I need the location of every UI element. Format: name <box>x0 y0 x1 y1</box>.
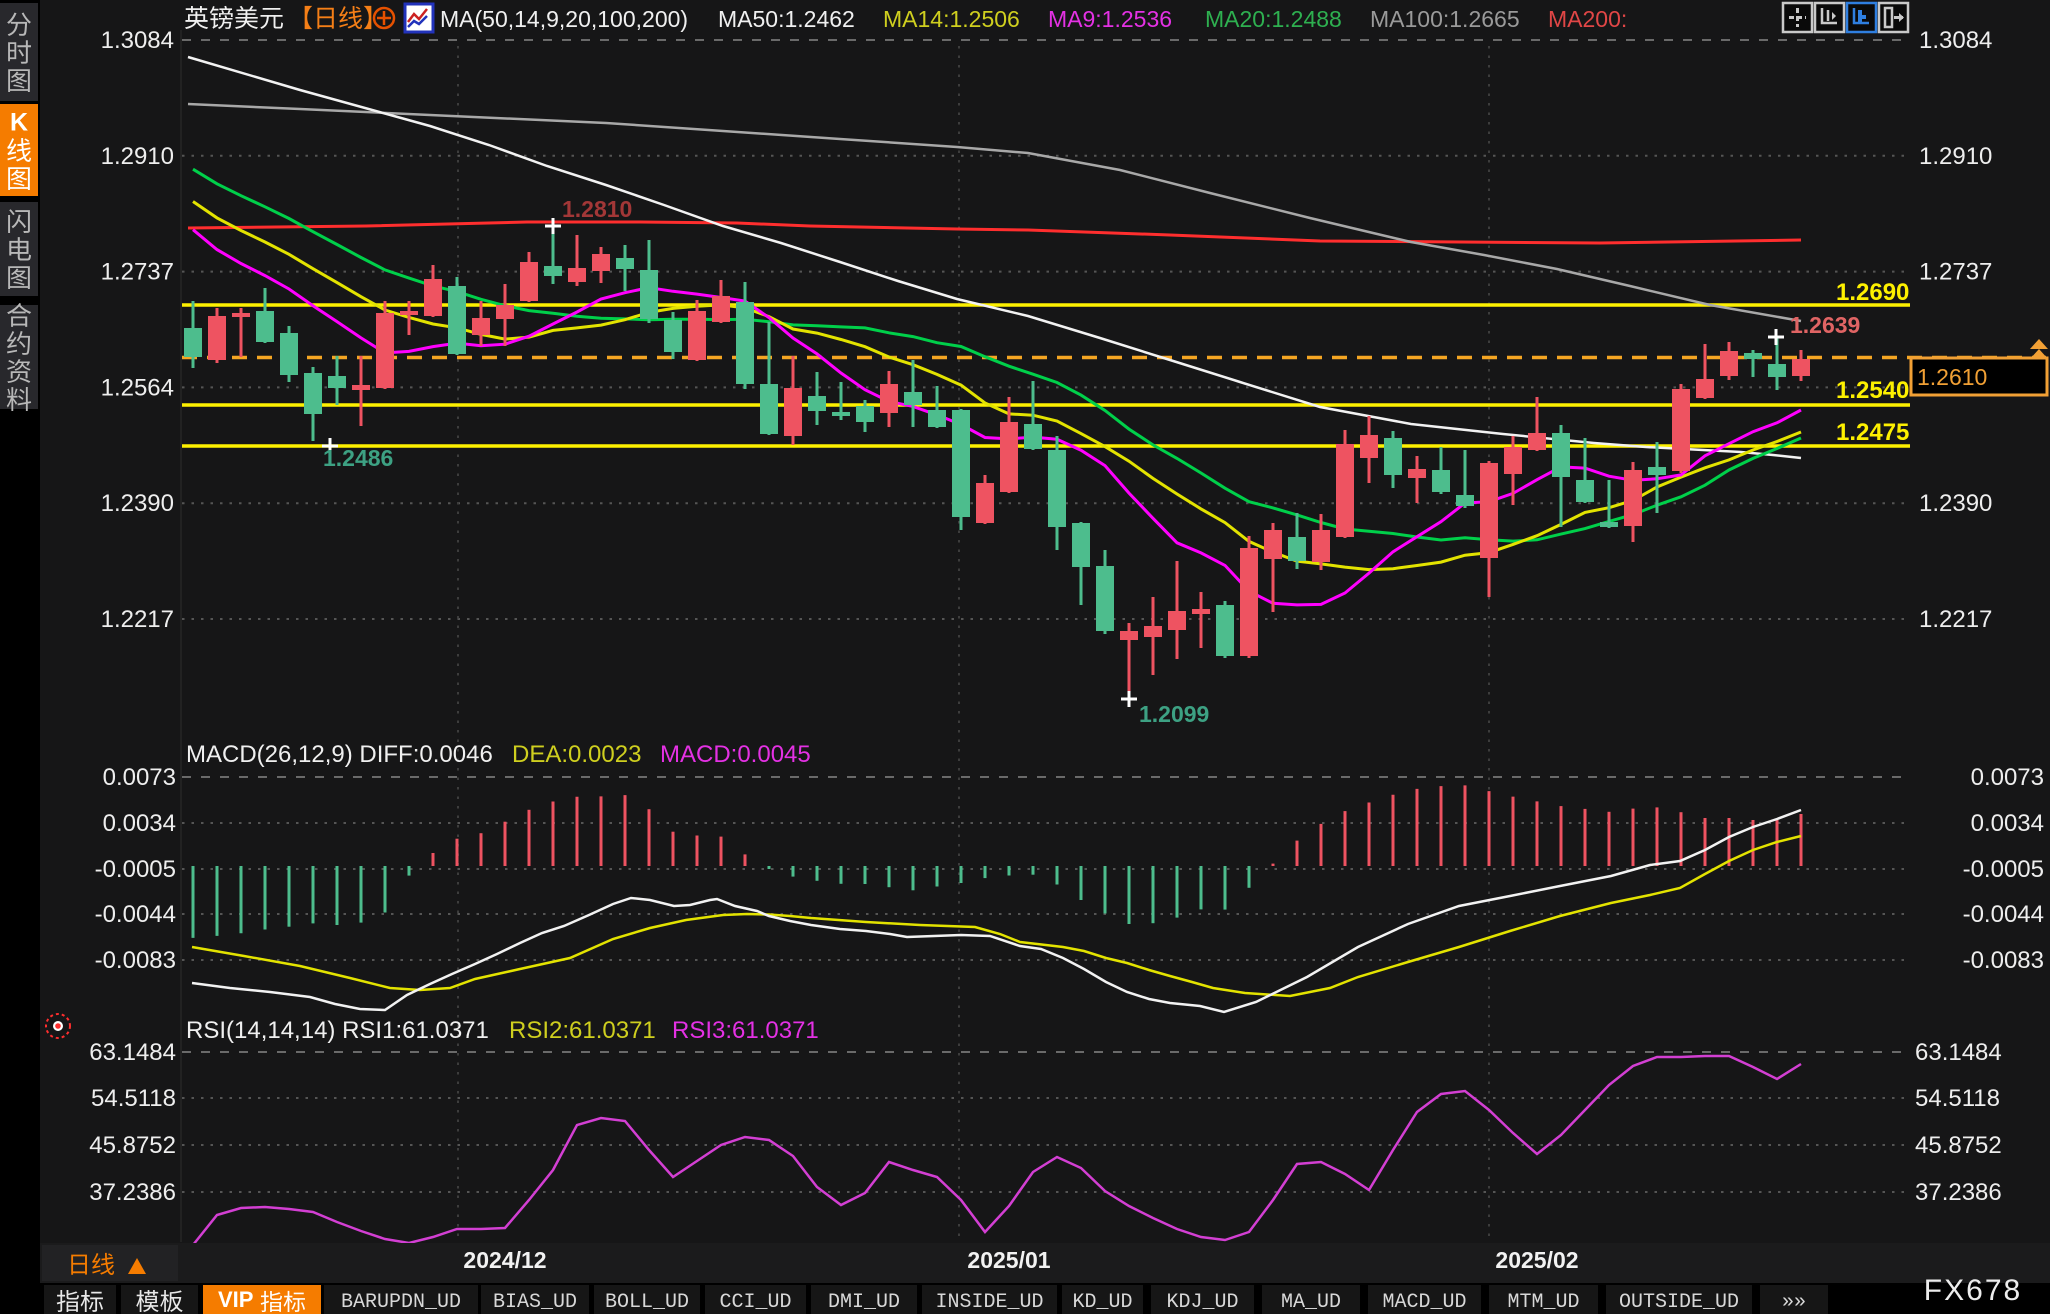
svg-text:1.2610: 1.2610 <box>1917 364 1987 390</box>
svg-text:MACD(26,12,9) DIFF:0.0046: MACD(26,12,9) DIFF:0.0046 <box>186 741 493 768</box>
svg-text:KD_UD: KD_UD <box>1072 1291 1132 1314</box>
svg-text:1.2564: 1.2564 <box>101 374 174 401</box>
svg-text:BIAS_UD: BIAS_UD <box>493 1291 577 1314</box>
svg-text:RSI(14,14,14) RSI1:61.0371: RSI(14,14,14) RSI1:61.0371 <box>186 1017 489 1044</box>
svg-text:MA20:1.2488: MA20:1.2488 <box>1205 6 1342 32</box>
svg-text:MTM_UD: MTM_UD <box>1507 1291 1579 1314</box>
svg-text:63.1484: 63.1484 <box>89 1039 176 1066</box>
svg-text:1.2390: 1.2390 <box>101 490 174 517</box>
svg-text:BOLL_UD: BOLL_UD <box>605 1291 689 1314</box>
svg-text:MACD_UD: MACD_UD <box>1382 1291 1466 1314</box>
svg-text:DEA:0.0023: DEA:0.0023 <box>512 741 641 768</box>
svg-text:1.2910: 1.2910 <box>1919 143 1992 170</box>
svg-text:1.2486: 1.2486 <box>323 445 393 471</box>
svg-text:INSIDE_UD: INSIDE_UD <box>935 1291 1043 1314</box>
svg-text:1.2737: 1.2737 <box>101 259 174 286</box>
svg-text:1.2737: 1.2737 <box>1919 259 1992 286</box>
svg-text:MA200:: MA200: <box>1548 6 1627 32</box>
svg-text:1.3084: 1.3084 <box>1919 27 1992 54</box>
svg-text:»»: »» <box>1782 1291 1806 1314</box>
svg-text:MA9:1.2536: MA9:1.2536 <box>1048 6 1172 32</box>
svg-text:-0.0044: -0.0044 <box>1963 901 2044 928</box>
svg-text:1.2099: 1.2099 <box>1139 701 1209 727</box>
svg-text:45.8752: 45.8752 <box>89 1132 176 1159</box>
svg-text:0.0073: 0.0073 <box>1971 764 2044 791</box>
svg-text:MA50:1.2462: MA50:1.2462 <box>718 6 855 32</box>
svg-text:RSI3:61.0371: RSI3:61.0371 <box>672 1017 819 1044</box>
svg-text:0.0034: 0.0034 <box>1971 810 2044 837</box>
svg-text:-0.0005: -0.0005 <box>95 856 176 883</box>
svg-text:OUTSIDE_UD: OUTSIDE_UD <box>1619 1291 1739 1314</box>
svg-text:-0.0083: -0.0083 <box>1963 947 2044 974</box>
svg-text:1.2810: 1.2810 <box>562 196 632 222</box>
svg-text:MA14:1.2506: MA14:1.2506 <box>883 6 1020 32</box>
svg-text:1.2390: 1.2390 <box>1919 490 1992 517</box>
svg-text:37.2386: 37.2386 <box>1915 1179 2002 1206</box>
svg-text:0.0073: 0.0073 <box>103 764 176 791</box>
svg-text:54.5118: 54.5118 <box>1915 1085 2000 1112</box>
svg-text:1.2475: 1.2475 <box>1836 419 1909 446</box>
svg-text:1.3084: 1.3084 <box>101 27 174 54</box>
svg-text:54.5118: 54.5118 <box>91 1085 176 1112</box>
svg-text:1.2690: 1.2690 <box>1836 279 1909 306</box>
svg-text:1.2639: 1.2639 <box>1790 312 1860 338</box>
svg-text:37.2386: 37.2386 <box>89 1179 176 1206</box>
svg-text:MA(50,14,9,20,100,200): MA(50,14,9,20,100,200) <box>440 6 688 32</box>
svg-text:1.2217: 1.2217 <box>101 606 174 633</box>
svg-text:MACD:0.0045: MACD:0.0045 <box>660 741 811 768</box>
svg-text:2024/12: 2024/12 <box>463 1247 546 1273</box>
svg-text:-0.0083: -0.0083 <box>95 947 176 974</box>
svg-text:1.2217: 1.2217 <box>1919 606 1992 633</box>
svg-text:FX678: FX678 <box>1924 1274 2022 1307</box>
svg-text:MA100:1.2665: MA100:1.2665 <box>1370 6 1520 32</box>
svg-text:DMI_UD: DMI_UD <box>828 1291 900 1314</box>
svg-text:63.1484: 63.1484 <box>1915 1039 2002 1066</box>
svg-text:BARUPDN_UD: BARUPDN_UD <box>341 1291 461 1314</box>
svg-text:MA_UD: MA_UD <box>1281 1291 1341 1314</box>
svg-text:CCI_UD: CCI_UD <box>719 1291 791 1314</box>
svg-text:0.0034: 0.0034 <box>103 810 176 837</box>
svg-text:1.2910: 1.2910 <box>101 143 174 170</box>
svg-text:1.2540: 1.2540 <box>1836 377 1909 404</box>
svg-text:RSI2:61.0371: RSI2:61.0371 <box>509 1017 656 1044</box>
svg-text:2025/02: 2025/02 <box>1495 1247 1578 1273</box>
svg-text:2025/01: 2025/01 <box>967 1247 1050 1273</box>
svg-text:VIP: VIP <box>218 1287 253 1312</box>
svg-text:K: K <box>10 108 28 136</box>
svg-text:-0.0044: -0.0044 <box>95 901 176 928</box>
svg-text:KDJ_UD: KDJ_UD <box>1166 1291 1238 1314</box>
svg-text:-0.0005: -0.0005 <box>1963 856 2044 883</box>
svg-text:45.8752: 45.8752 <box>1915 1132 2002 1159</box>
